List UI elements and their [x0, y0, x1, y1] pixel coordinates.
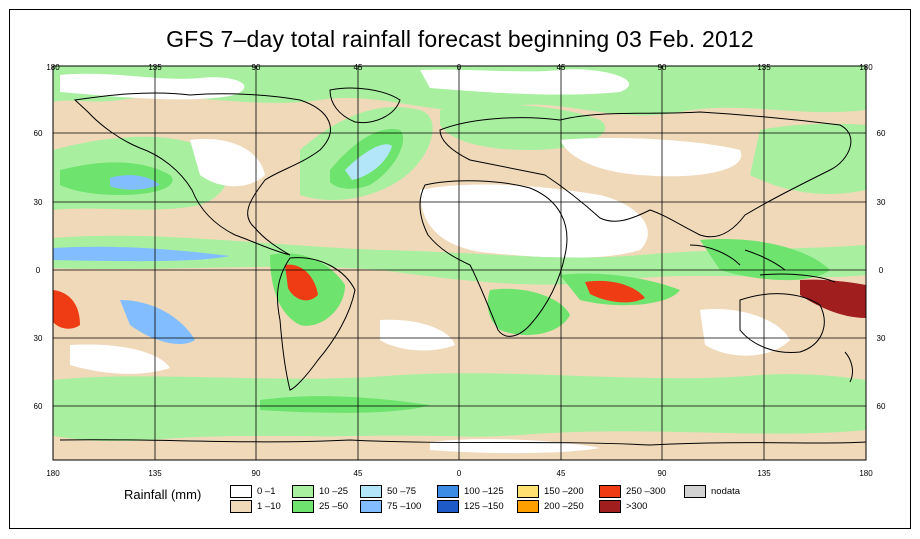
lat-tick-right: 30 [877, 198, 886, 207]
rain-heavy-north-atlantic [345, 144, 392, 180]
maritime-islands-outline [689, 244, 836, 283]
lat-tick-left: 0 [36, 266, 41, 275]
lon-tick-top: 0 [457, 63, 462, 72]
rain-band-europe [440, 104, 606, 150]
rain-core-southern-africa [487, 288, 570, 335]
legend-swatch [437, 500, 459, 513]
legend-label: >300 [626, 501, 648, 512]
rain-band-southern-ocean [53, 373, 866, 442]
rain-extreme-amazon [285, 264, 318, 301]
south-america-outline [276, 257, 356, 391]
dry-region-arctic [420, 69, 630, 95]
lon-tick-top: 135 [148, 63, 162, 72]
legend-label: 10 –25 [319, 486, 349, 497]
graticule [53, 66, 866, 460]
legend-swatch [599, 500, 621, 513]
legend-label: 0 –1 [257, 486, 276, 497]
rain-extreme-south-pacific [800, 279, 866, 318]
legend-swatch [360, 485, 382, 498]
lon-tick-top: 135 [757, 63, 771, 72]
lat-tick-right: 60 [877, 402, 886, 411]
lon-tick-bottom: 135 [148, 469, 162, 478]
lat-tick-right: 0 [879, 266, 884, 275]
lon-tick-top: 90 [252, 63, 261, 72]
legend-swatch [230, 485, 252, 498]
lon-tick-top: 180 [46, 63, 60, 72]
legend-title: Rainfall (mm) [124, 487, 202, 502]
rain-heavy-spcz [120, 300, 195, 345]
rain-itcz-pacific [53, 246, 230, 262]
lat-tick-right: 60 [877, 129, 886, 138]
lon-tick-top: 45 [557, 63, 566, 72]
legend-swatch [360, 500, 382, 513]
lat-tick-left: 30 [34, 198, 43, 207]
dry-region-sahara [420, 184, 648, 258]
north-america-outline [73, 92, 331, 256]
legend-label: 250 –300 [626, 486, 666, 497]
legend-label: 100 –125 [464, 486, 504, 497]
legend-swatch [292, 500, 314, 513]
lon-tick-top: 180 [859, 63, 873, 72]
legend-label: 150 –200 [544, 486, 584, 497]
legend-label: 1 –10 [257, 501, 281, 512]
lat-tick-left: 30 [34, 334, 43, 343]
dry-region-asia [560, 138, 742, 177]
dry-region-south-atlantic [380, 319, 455, 351]
map-border [52, 65, 867, 461]
coastlines [59, 87, 866, 446]
lat-ticks-right: 60 30 0 30 60 [877, 129, 886, 411]
legend-label: 50 –75 [387, 486, 417, 497]
new-zealand-outline [844, 351, 853, 383]
lon-tick-top: 90 [658, 63, 667, 72]
legend-swatch [517, 500, 539, 513]
lon-tick-bottom: 180 [859, 469, 873, 478]
rain-extreme-dateline [53, 290, 80, 329]
africa-outline [419, 180, 568, 337]
legend-swatch [517, 485, 539, 498]
legend-swatch [599, 485, 621, 498]
australia-outline [739, 293, 825, 354]
legend-label: 75 –100 [387, 501, 422, 512]
greenland-outline [329, 87, 401, 124]
lon-ticks-bottom: 180 135 90 45 0 45 90 135 180 [46, 469, 873, 478]
legend-label: 200 –250 [544, 501, 584, 512]
lon-tick-bottom: 45 [354, 469, 363, 478]
lat-tick-left: 60 [34, 129, 43, 138]
dry-region-australia [700, 309, 790, 356]
lat-tick-left: 60 [34, 402, 43, 411]
figure-frame [9, 9, 911, 529]
lat-ticks-left: 60 30 0 30 60 [34, 129, 43, 411]
legend-label: nodata [711, 486, 741, 497]
dry-region-south-pacific [70, 344, 170, 374]
rain-extreme-indian-ocean [585, 280, 645, 303]
dry-region-canada [60, 73, 245, 100]
legend-label: 125 –150 [464, 501, 504, 512]
rain-heavy-north-pacific [110, 175, 160, 190]
lon-tick-bottom: 0 [457, 469, 462, 478]
legend-swatch [684, 485, 706, 498]
lon-tick-bottom: 90 [658, 469, 667, 478]
legend-swatch [292, 485, 314, 498]
lon-tick-bottom: 180 [46, 469, 60, 478]
legend-swatch [230, 500, 252, 513]
eurasia-outline [439, 111, 852, 238]
legend-swatch [437, 485, 459, 498]
lon-ticks-top: 180 135 90 45 0 45 90 135 180 [46, 63, 873, 72]
lat-tick-right: 30 [877, 334, 886, 343]
legend-label: 25 –50 [319, 501, 349, 512]
lon-tick-bottom: 90 [252, 469, 261, 478]
lon-tick-bottom: 135 [757, 469, 771, 478]
map-title: GFS 7–day total rainfall forecast beginn… [166, 26, 754, 52]
rain-band-west-pacific [750, 123, 866, 195]
lon-tick-top: 45 [354, 63, 363, 72]
antarctica-outline [59, 439, 866, 446]
lon-tick-bottom: 45 [557, 469, 566, 478]
rain-core-southern-ocean [260, 396, 430, 413]
dry-region-north-america [190, 139, 265, 187]
